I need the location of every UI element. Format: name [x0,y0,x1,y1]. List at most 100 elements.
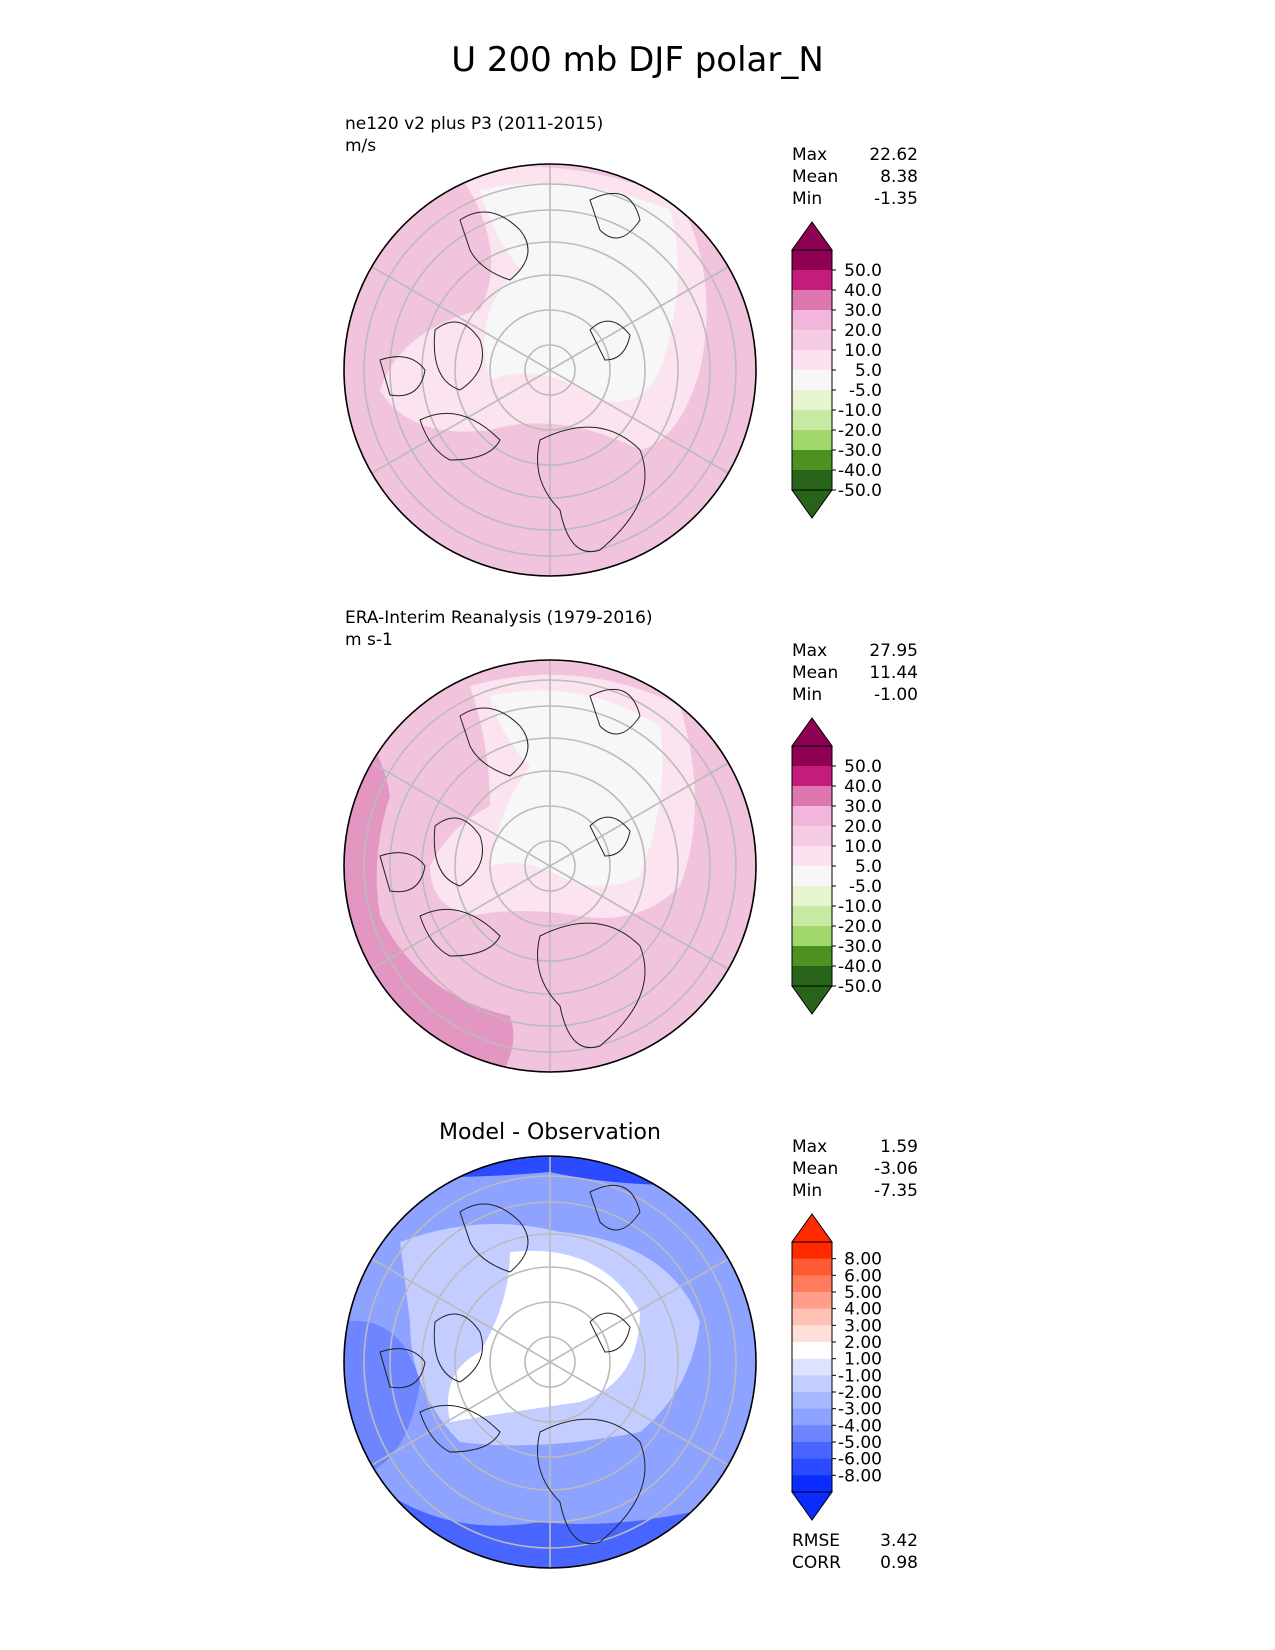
colorbar-segment [792,1275,832,1293]
map-boundary [343,163,757,577]
stat-mean-value: -3.06 [874,1159,918,1179]
colorbar-tick-label: -10.0 [838,897,882,917]
stat-max-value: 1.59 [880,1137,918,1157]
colorbar-segment [792,766,832,787]
map-band-neutral [448,1250,640,1422]
colorbar-tick-label: -5.00 [838,1433,882,1453]
colorbar-tick-label: -2.00 [838,1383,882,1403]
colorbar-segment [792,1425,832,1443]
colorbar-segment [792,1258,832,1276]
colorbar-segment [792,866,832,887]
stat-min-label: Min [792,685,823,705]
colorbar-tick-label: 2.00 [844,1333,882,1353]
colorbar-segment [792,1308,832,1326]
colorbar-tick-label: 20.0 [844,321,882,341]
stat-mean-value: 8.38 [880,167,918,187]
reference-colorbar: 50.040.030.020.010.05.0-5.0-10.0-20.0-30… [791,717,882,1015]
colorbar-segment [792,806,832,827]
colorbar-tick-label: 8.00 [844,1250,882,1270]
colorbar-tick-label: -10.0 [838,401,882,421]
map-band-neutral [490,690,663,886]
metric-rmse-label: RMSE [792,1531,841,1551]
colorbar-segment [792,430,832,451]
map-coastlines [379,688,646,1048]
colorbar-segment [792,946,832,967]
stat-mean-label: Mean [792,1159,839,1179]
colorbar-tick-label: 50.0 [844,757,882,777]
colorbar-tick-label: 10.0 [844,837,882,857]
colorbar-tick-label: 4.00 [844,1300,882,1320]
colorbar-segment [792,290,832,311]
colorbar-extend-bottom [791,489,833,519]
difference-metrics: RMSE 3.42 CORR 0.98 [792,1530,918,1574]
metric-rmse-value: 3.42 [880,1531,918,1551]
colorbar-segment [792,1342,832,1360]
colorbar-extend-top [791,1213,833,1243]
colorbar-tick-label: 50.0 [844,261,882,281]
colorbar-tick-label: 10.0 [844,341,882,361]
stat-max-label: Max [792,641,828,661]
metric-corr-value: 0.98 [880,1553,918,1573]
reference-dataset-label: ERA-Interim Reanalysis (1979-2016) [345,608,653,628]
colorbar-tick-label: -30.0 [838,441,882,461]
colorbar-segment [792,1375,832,1393]
map-boundary [343,659,757,1073]
colorbar-segment [792,1358,832,1376]
colorbar-segment [792,926,832,947]
test-stats: Max 22.62 Mean 8.38 Min -1.35 [792,144,918,210]
colorbar-tick-label: -40.0 [838,957,882,977]
colorbar-tick-label: 40.0 [844,281,882,301]
stat-mean-label: Mean [792,167,839,187]
stat-mean-label: Mean [792,663,839,683]
map-band-mid-left [344,1320,420,1472]
map-band-neutral [480,183,678,402]
colorbar-tick-label: -30.0 [838,937,882,957]
difference-colorbar: 8.006.005.004.003.002.001.00-1.00-2.00-3… [791,1213,882,1521]
colorbar-extend-bottom [791,1491,833,1521]
colorbar-tick-label: 5.0 [855,857,882,877]
reference-polar-map [343,659,757,1073]
figure-title: U 200 mb DJF polar_N [451,40,824,80]
colorbar-tick-label: 20.0 [844,817,882,837]
colorbar-segment [792,310,832,331]
colorbar-segment [792,1475,832,1493]
stat-min-value: -1.35 [874,189,918,209]
colorbar-segment [792,846,832,867]
colorbar-tick-label: -5.0 [849,381,882,401]
colorbar-segment [792,786,832,807]
colorbar-tick-label: -20.0 [838,421,882,441]
colorbar-tick-label: 3.00 [844,1316,882,1336]
colorbar-segment [792,966,832,987]
colorbar-tick-label: 1.00 [844,1350,882,1370]
colorbar-tick-label: -8.00 [838,1466,882,1486]
colorbar-tick-label: 6.00 [844,1266,882,1286]
colorbar-tick-label: -1.00 [838,1366,882,1386]
colorbar-tick-label: 30.0 [844,301,882,321]
stat-max-value: 22.62 [869,145,918,165]
colorbar-tick-label: -50.0 [838,481,882,501]
stat-min-value: -1.00 [874,685,918,705]
colorbar-segment [792,1325,832,1343]
colorbar-segment [792,1392,832,1410]
colorbar-tick-label: -50.0 [838,977,882,997]
colorbar-segment [792,450,832,471]
map-coastlines [379,1184,646,1544]
test-dataset-label: ne120 v2 plus P3 (2011-2015) [345,114,604,134]
colorbar-segment [792,746,832,767]
test-units-label: m/s [345,136,377,156]
colorbar-tick-label: -4.00 [838,1416,882,1436]
colorbar-segment [792,1292,832,1310]
stat-mean-value: 11.44 [869,663,918,683]
reference-units-label: m s-1 [345,630,393,650]
reference-stats: Max 27.95 Mean 11.44 Min -1.00 [792,640,918,706]
test-colorbar: 50.040.030.020.010.05.0-5.0-10.0-20.0-30… [791,221,882,519]
colorbar-segment [792,906,832,927]
stat-min-label: Min [792,1181,823,1201]
colorbar-extend-top [791,221,833,251]
colorbar-segment [792,330,832,351]
colorbar-tick-label: -5.0 [849,877,882,897]
metric-corr-label: CORR [792,1553,841,1573]
colorbar-segment [792,1458,832,1476]
colorbar-extend-top [791,717,833,747]
colorbar-tick-label: -40.0 [838,461,882,481]
